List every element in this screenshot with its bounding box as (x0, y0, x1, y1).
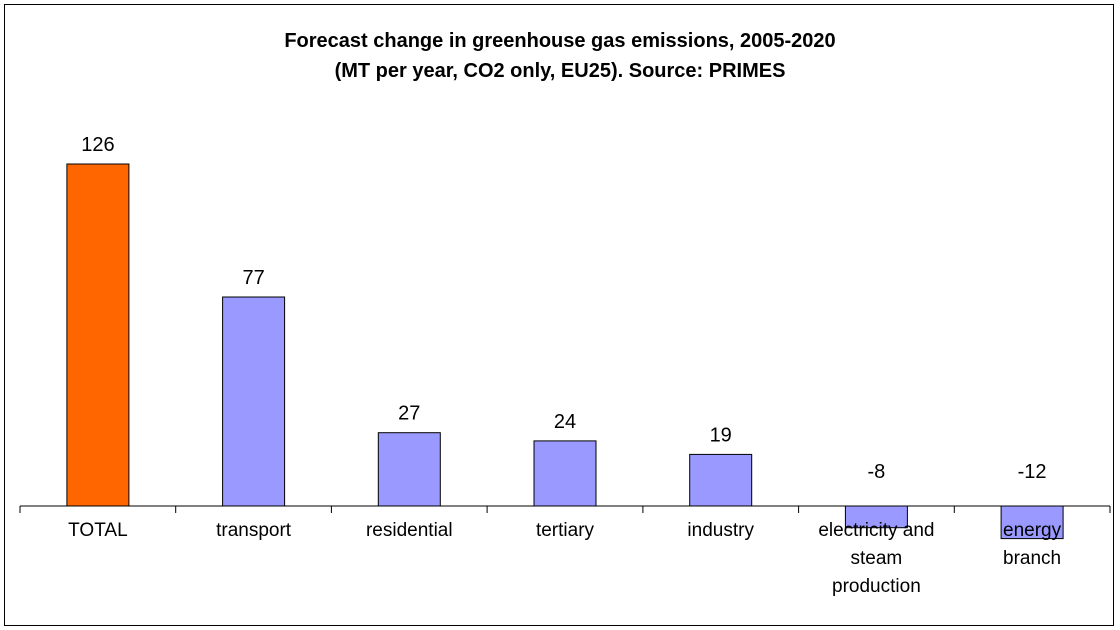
category-label-2: residential (366, 520, 453, 541)
category-label-5-line-0: electricity and (818, 520, 934, 541)
category-label-6-line-0: energy (1003, 520, 1062, 541)
bar-2 (377, 432, 441, 507)
data-label-1: 77 (242, 267, 264, 289)
bar-1 (222, 296, 286, 507)
bar-0 (66, 163, 130, 507)
data-label-3: 24 (554, 411, 576, 433)
chart-title: Forecast change in greenhouse gas emissi… (284, 30, 836, 52)
category-label-5-line-1: steam (851, 548, 903, 569)
bar-4 (689, 453, 753, 507)
chart-subtitle: (MT per year, CO2 only, EU25). Source: P… (334, 60, 786, 82)
data-label-4: 19 (710, 424, 732, 446)
bar-3 (533, 440, 597, 507)
category-label-0: TOTAL (68, 520, 127, 541)
data-label-6: -12 (1018, 461, 1047, 483)
category-label-3: tertiary (536, 520, 595, 541)
category-label-6-line-1: branch (1003, 548, 1061, 569)
data-label-0: 126 (81, 134, 114, 156)
category-label-5-line-2: production (832, 576, 921, 597)
chart-frame (4, 4, 1114, 626)
data-label-5: -8 (868, 461, 886, 483)
chart-title-block: Forecast change in greenhouse gas emissi… (0, 26, 1120, 86)
bar-6 (1000, 505, 1064, 540)
data-label-2: 27 (398, 403, 420, 425)
category-label-1: transport (216, 520, 292, 541)
category-label-4: industry (687, 520, 754, 541)
